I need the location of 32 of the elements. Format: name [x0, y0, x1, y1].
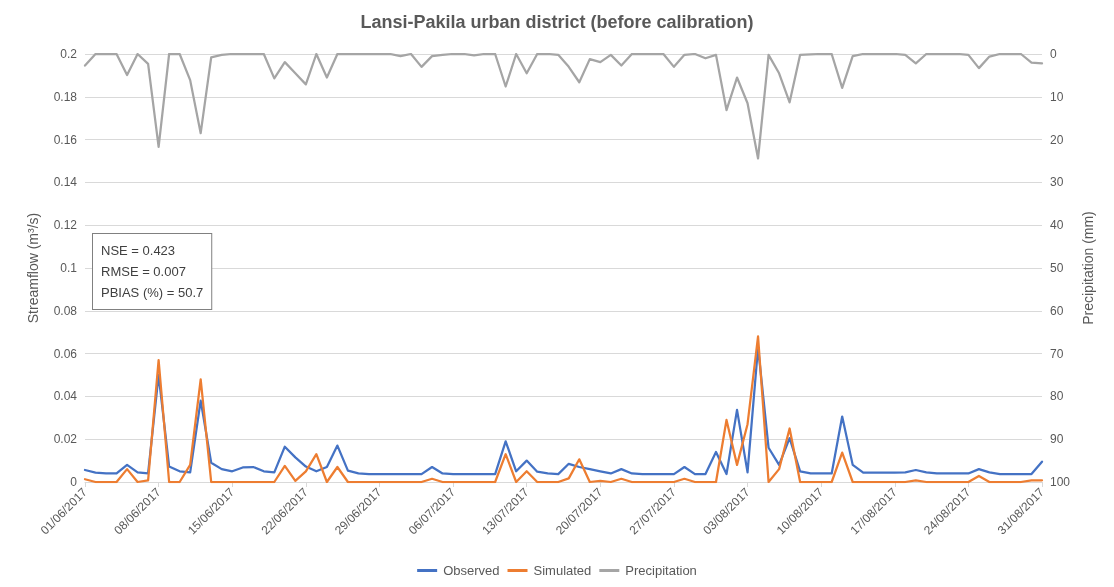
y-tick-label: 0 [70, 475, 78, 489]
line-series [83, 52, 1044, 160]
legend-label: Observed [443, 563, 500, 578]
y-tick-label: 0.2 [60, 47, 78, 61]
y-tick-label: 0.04 [53, 389, 78, 404]
y2-tick-label: 60 [1050, 303, 1064, 318]
y-tick-label: 0.14 [53, 175, 78, 190]
y2-tick-label: 80 [1050, 389, 1064, 404]
annotation: PBIAS (%) = 50.7 [101, 285, 204, 300]
y2-tick-label: 40 [1050, 218, 1064, 233]
y-tick-label: 0.1 [60, 261, 78, 275]
y2-tick-label: 70 [1050, 346, 1064, 361]
y2-tick-label: 0 [1050, 47, 1057, 61]
y2-tick-label: 100 [1050, 475, 1071, 489]
y2-tick-label: 50 [1050, 261, 1064, 275]
legend-label: Simulated [533, 563, 592, 578]
y-tick-label: 0.12 [53, 218, 78, 233]
y-tick-label: 0.18 [53, 89, 78, 104]
annotation: RMSE = 0.007 [101, 264, 186, 279]
y-tick-label: 0.08 [53, 303, 78, 318]
y-tick-label: 0.16 [53, 132, 78, 147]
y2-tick-label: 10 [1050, 89, 1064, 104]
y2-axis-title: Precipitation (mm) [1079, 211, 1096, 325]
annotation: NSE = 0.423 [101, 243, 176, 258]
y2-tick-label: 30 [1050, 175, 1064, 190]
legend-label: Precipitation [625, 563, 697, 578]
y-axis-title: Streamflow (m³/s) [25, 212, 41, 324]
y-tick-label: 0.02 [53, 432, 78, 447]
y-tick-label: 0.06 [53, 346, 78, 361]
y2-tick-label: 90 [1050, 432, 1064, 447]
y2-tick-label: 20 [1050, 132, 1064, 147]
chart-title: Lansi-Pakila urban district (before calibration) [360, 12, 754, 32]
